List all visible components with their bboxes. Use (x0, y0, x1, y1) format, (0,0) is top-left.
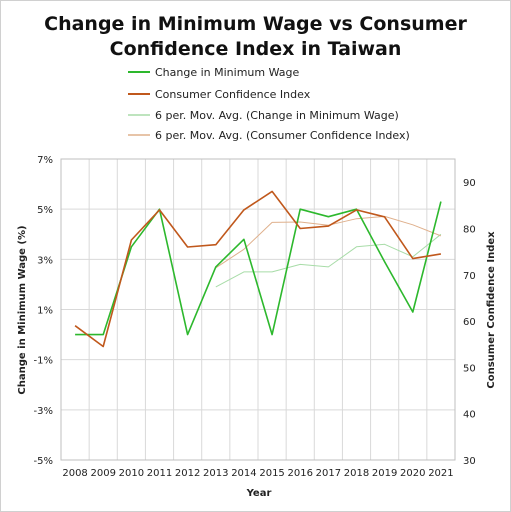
y-left-tick-label: -1% (34, 356, 53, 367)
x-tick-label: 2021 (428, 468, 453, 479)
x-tick-label: 2019 (372, 468, 397, 479)
series-line-1 (74, 190, 442, 348)
tick-labels: 7% 5% 3% 1% -1% -3% -5% 90 80 70 60 50 40 30 2008 2009 2… (34, 155, 476, 479)
x-axis-title: Year (246, 488, 272, 499)
x-tick-label: 2009 (90, 468, 115, 479)
legend-label: 6 per. Mov. Avg. (Change in Minimum Wage… (155, 109, 399, 122)
y-left-tick-label: 5% (37, 205, 53, 216)
legend-label: Consumer Confidence Index (155, 88, 311, 101)
y-right-tick-label: 50 (463, 363, 476, 374)
y-left-tick-label: 7% (37, 155, 53, 166)
y-right-tick-label: 80 (463, 224, 476, 235)
y-right-tick-label: 70 (463, 271, 476, 282)
y-left-tick-label: 3% (37, 255, 53, 266)
x-tick-label: 2011 (147, 468, 172, 479)
legend-label: 6 per. Mov. Avg. (Consumer Confidence In… (155, 129, 410, 142)
x-tick-label: 2020 (400, 468, 425, 479)
y-right-tick-label: 40 (463, 410, 476, 421)
chart-title-line-2: Confidence Index in Taiwan (109, 38, 402, 60)
y-left-tick-label: -3% (34, 406, 53, 417)
series-lines (74, 190, 442, 348)
grid-lines (60, 158, 456, 461)
x-tick-label: 2012 (175, 468, 200, 479)
plot-area-border (60, 158, 456, 461)
x-tick-label: 2014 (231, 468, 256, 479)
y-right-tick-label: 90 (463, 178, 476, 189)
x-tick-label: 2013 (203, 468, 228, 479)
x-tick-label: 2017 (316, 468, 341, 479)
legend: Change in Minimum Wage Consumer Confidenc… (128, 66, 410, 142)
x-tick-label: 2008 (62, 468, 87, 479)
x-tick-label: 2018 (344, 468, 369, 479)
series-line-0 (75, 201, 442, 336)
legend-label: Change in Minimum Wage (155, 66, 300, 79)
y-right-tick-label: 30 (463, 456, 476, 467)
y-left-tick-label: 1% (37, 306, 53, 317)
y-axis-left-title: Change in Minimum Wage (%) (17, 225, 28, 394)
x-tick-label: 2016 (287, 468, 312, 479)
y-axis-right-title: Consumer Confidence Index (486, 231, 497, 389)
chart-title-line-1: Change in Minimum Wage vs Consumer (44, 13, 467, 35)
x-tick-label: 2015 (259, 468, 284, 479)
x-tick-label: 2010 (119, 468, 144, 479)
y-left-tick-label: -5% (34, 456, 53, 467)
y-right-tick-label: 60 (463, 317, 476, 328)
